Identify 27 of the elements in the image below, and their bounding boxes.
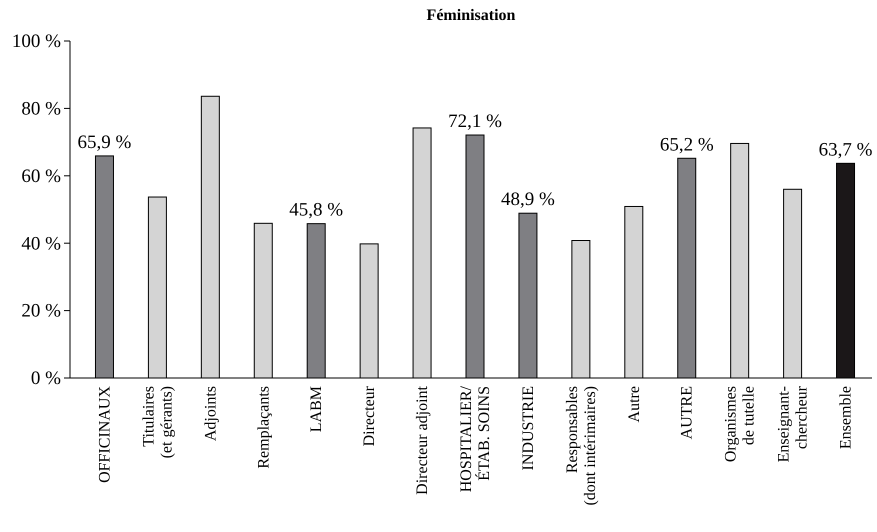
x-tick-label: Remplaçants bbox=[255, 386, 272, 469]
data-label: 65,2 % bbox=[660, 134, 714, 156]
x-tick-label: Responsables (dont intérimaires) bbox=[564, 386, 599, 506]
y-tick-label: 60 % bbox=[21, 166, 62, 187]
x-tick-label: Directeur adjoint bbox=[414, 385, 432, 495]
chart-title: Féminisation bbox=[426, 7, 516, 24]
x-tick-label: Directeur bbox=[361, 385, 378, 446]
x-tick-label: OFFICINAUX bbox=[96, 386, 114, 483]
y-tick-label: 80 % bbox=[21, 98, 62, 120]
x-tick-label: LABM bbox=[308, 386, 326, 432]
data-label: 65,9 % bbox=[78, 132, 132, 153]
x-tick-label: HOSPITALIER/ ÉTAB. SOINS bbox=[458, 385, 493, 492]
x-tick-label: Organismes de tutelle bbox=[722, 386, 758, 462]
y-tick-label: 100 % bbox=[12, 31, 62, 52]
data-label: 63,7 % bbox=[818, 139, 873, 160]
x-tick-label: Ensemble bbox=[838, 386, 855, 450]
data-label: 45,8 % bbox=[289, 200, 344, 221]
x-tick-label: INDUSTRIE bbox=[520, 386, 537, 470]
x-tick-label: Titulaires (et gérants) bbox=[140, 386, 176, 458]
x-tick-label: Adjoints bbox=[202, 386, 220, 442]
y-tick-label: 0 % bbox=[30, 368, 62, 390]
data-label: 72,1 % bbox=[448, 111, 502, 132]
data-label: 48,9 % bbox=[501, 189, 556, 210]
y-tick-label: 40 % bbox=[21, 233, 62, 254]
x-tick-label: Autre bbox=[626, 386, 643, 422]
x-tick-label: AUTRE bbox=[678, 386, 696, 440]
y-tick-label: 20 % bbox=[21, 300, 62, 322]
